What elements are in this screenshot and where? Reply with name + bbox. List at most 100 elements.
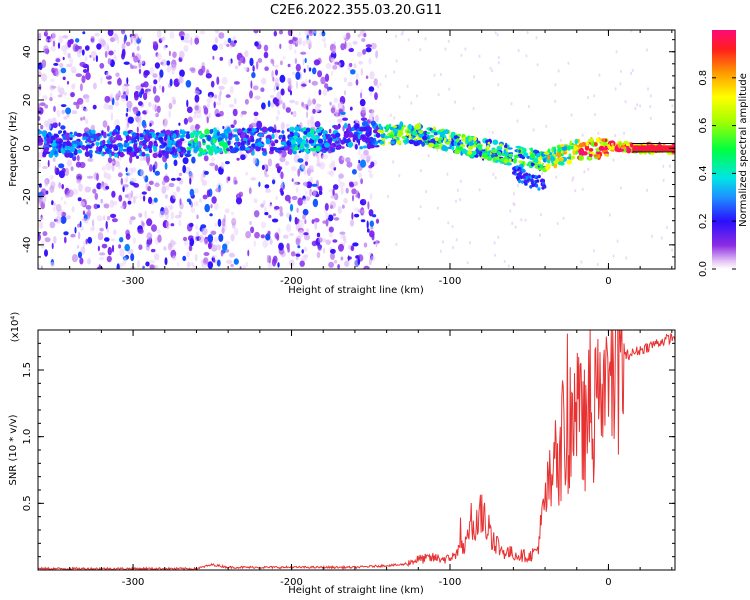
heatmap-cell xyxy=(104,237,110,242)
heatmap-cell xyxy=(270,58,274,64)
heatmap-cell xyxy=(145,243,150,251)
heatmap-cell xyxy=(172,140,176,146)
heatmap-cell xyxy=(148,196,153,204)
heatmap-cell xyxy=(126,142,130,146)
heatmap-cell xyxy=(199,198,203,203)
heatmap-cell xyxy=(335,132,341,138)
heatmap-cell xyxy=(547,154,551,161)
heatmap-cell xyxy=(250,226,255,234)
heatmap-cell xyxy=(186,106,193,114)
heatmap-cell xyxy=(102,152,107,155)
heatmap-cell xyxy=(345,187,349,194)
heatmap-cell xyxy=(302,40,306,47)
heatmap-cell xyxy=(305,78,308,86)
heatmap-cell xyxy=(57,94,63,98)
heatmap-cell xyxy=(370,120,376,127)
snr-xlabel: Height of straight line (km) xyxy=(288,585,424,596)
heatmap-cell xyxy=(304,148,309,153)
heatmap-cell xyxy=(360,209,365,214)
heatmap-cell xyxy=(324,83,329,89)
heatmap-cell xyxy=(267,230,271,236)
heatmap-cell xyxy=(621,142,626,146)
heatmap-cell xyxy=(251,128,258,133)
heatmap-cell xyxy=(76,179,81,184)
heatmap-cell xyxy=(107,157,113,164)
heatmap-cell xyxy=(264,206,267,214)
heatmap-cell xyxy=(210,230,217,235)
heatmap-cell xyxy=(351,169,357,175)
heatmap-cell xyxy=(333,97,338,104)
heatmap-cell xyxy=(419,205,422,209)
heatmap-cell xyxy=(515,175,520,180)
heatmap-cell xyxy=(182,236,188,242)
heatmap-cell xyxy=(203,155,209,162)
heatmap-cell xyxy=(233,98,237,105)
heatmap-cell xyxy=(595,137,600,144)
heatmap-cell xyxy=(649,104,652,109)
heatmap-cell xyxy=(313,30,318,34)
heatmap-cell xyxy=(130,177,137,183)
heatmap-cell xyxy=(303,68,306,73)
heatmap-cell xyxy=(263,51,269,59)
heatmap-cell xyxy=(305,127,311,133)
heatmap-cell xyxy=(631,68,634,73)
heatmap-cell xyxy=(455,238,458,242)
heatmap-cell xyxy=(347,141,354,148)
heatmap-cell xyxy=(388,134,395,138)
heatmap-cell xyxy=(328,261,334,268)
heatmap-cell xyxy=(308,67,312,72)
heatmap-cell xyxy=(279,60,283,66)
heatmap-cell xyxy=(302,198,307,205)
heatmap-cell xyxy=(615,50,618,54)
heatmap-cell xyxy=(264,66,269,71)
heatmap-cell xyxy=(84,186,92,193)
heatmap-cell xyxy=(250,80,253,89)
heatmap-cell xyxy=(646,188,649,192)
heatmap-cell xyxy=(116,263,120,269)
heatmap-cell xyxy=(125,41,131,47)
heatmap-cell xyxy=(82,116,86,121)
heatmap-cell xyxy=(350,245,355,252)
heatmap-cell xyxy=(369,91,373,96)
heatmap-cell xyxy=(566,159,572,165)
heatmap-cell xyxy=(513,202,516,207)
heatmap-cell xyxy=(96,204,100,209)
heatmap-cell xyxy=(360,89,363,93)
heatmap-cell xyxy=(69,57,74,66)
heatmap-cell xyxy=(245,231,252,239)
heatmap-cell xyxy=(302,214,306,220)
heatmap-cell xyxy=(126,146,133,153)
heatmap-cell xyxy=(585,141,589,147)
heatmap-cell xyxy=(288,39,294,45)
heatmap-cell xyxy=(119,157,122,161)
heatmap-cell xyxy=(170,177,176,181)
heatmap-cell xyxy=(169,78,173,87)
heatmap-cell xyxy=(77,251,83,259)
heatmap-cell xyxy=(64,151,71,158)
heatmap-cell xyxy=(221,76,228,85)
heatmap-cell xyxy=(62,76,66,81)
heatmap-cell xyxy=(390,140,395,145)
heatmap-cell xyxy=(143,81,149,88)
heatmap-cell xyxy=(379,140,385,145)
heatmap-cell xyxy=(50,85,57,89)
heatmap-cell xyxy=(99,227,104,232)
heatmap-cell xyxy=(125,124,129,133)
heatmap-cell xyxy=(453,140,457,147)
heatmap-cell xyxy=(333,41,337,46)
heatmap-cell xyxy=(186,150,191,155)
heatmap-cell xyxy=(352,40,358,45)
heatmap-cell xyxy=(328,144,335,149)
heatmap-cell xyxy=(284,160,290,166)
heatmap-cell xyxy=(567,61,570,65)
heatmap-cell xyxy=(110,238,115,242)
heatmap-cell xyxy=(119,151,125,158)
heatmap-cell xyxy=(297,158,304,163)
heatmap-cell xyxy=(537,174,541,179)
heatmap-cell xyxy=(139,157,144,162)
heatmap-cell xyxy=(180,147,186,151)
heatmap-cell xyxy=(264,184,270,189)
heatmap-cell xyxy=(245,171,249,176)
heatmap-cell xyxy=(206,189,211,198)
heatmap-cell xyxy=(342,117,348,121)
